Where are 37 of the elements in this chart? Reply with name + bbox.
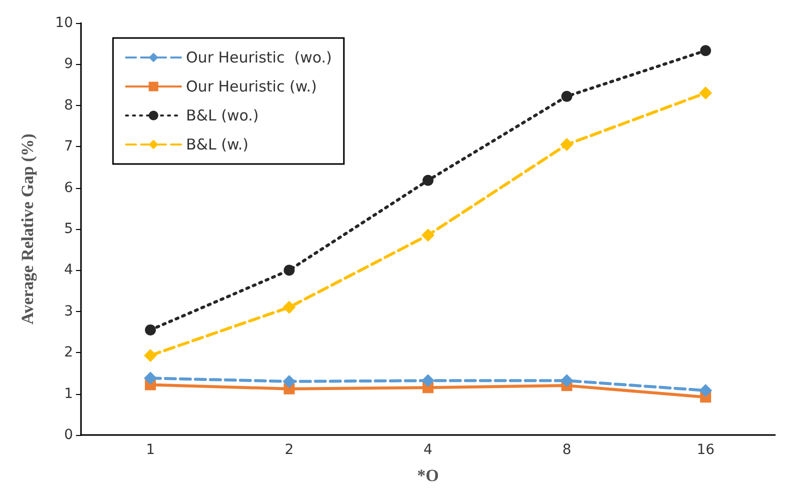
y-tick-label: 1 bbox=[64, 386, 73, 402]
point bbox=[561, 90, 572, 102]
point bbox=[144, 324, 156, 336]
y-tick-label: 9 bbox=[64, 56, 73, 72]
point bbox=[560, 374, 574, 388]
x-tick-label: 1 bbox=[146, 442, 155, 458]
x-tick-label: 4 bbox=[424, 442, 433, 458]
y-tick-label: 7 bbox=[64, 138, 73, 155]
y-axis-title: Average Relative Gap (%) bbox=[18, 134, 37, 324]
y-tick-label: 4 bbox=[64, 262, 74, 278]
point bbox=[422, 374, 434, 388]
point bbox=[144, 348, 157, 362]
point bbox=[282, 374, 296, 388]
point bbox=[144, 372, 157, 385]
point bbox=[282, 300, 296, 314]
y-tick-label: 8 bbox=[64, 97, 73, 114]
point bbox=[560, 138, 574, 152]
point bbox=[422, 228, 434, 242]
x-tick-label: 16 bbox=[696, 442, 715, 458]
legend-label: Our Heuristic (w.) bbox=[186, 78, 317, 96]
point bbox=[699, 86, 712, 100]
point bbox=[700, 45, 712, 56]
y-tick-label: 6 bbox=[64, 180, 74, 196]
y-tick-label: 3 bbox=[64, 303, 73, 320]
x-axis-title: *O bbox=[417, 466, 439, 485]
x-tick-label: 8 bbox=[562, 442, 572, 458]
y-tick-label: 2 bbox=[64, 344, 73, 361]
y-tick-label: 10 bbox=[55, 15, 73, 31]
legend-label: B&L (w.) bbox=[186, 136, 248, 154]
point bbox=[422, 174, 434, 186]
legend-label: B&L (wo.) bbox=[186, 106, 259, 124]
legend-label: Our Heuristic (wo.) bbox=[186, 48, 332, 66]
x-tick-label: 2 bbox=[284, 442, 294, 458]
y-tick-label: 0 bbox=[64, 427, 73, 443]
point bbox=[699, 384, 712, 398]
point bbox=[284, 264, 295, 276]
y-tick-label: 5 bbox=[64, 221, 73, 237]
